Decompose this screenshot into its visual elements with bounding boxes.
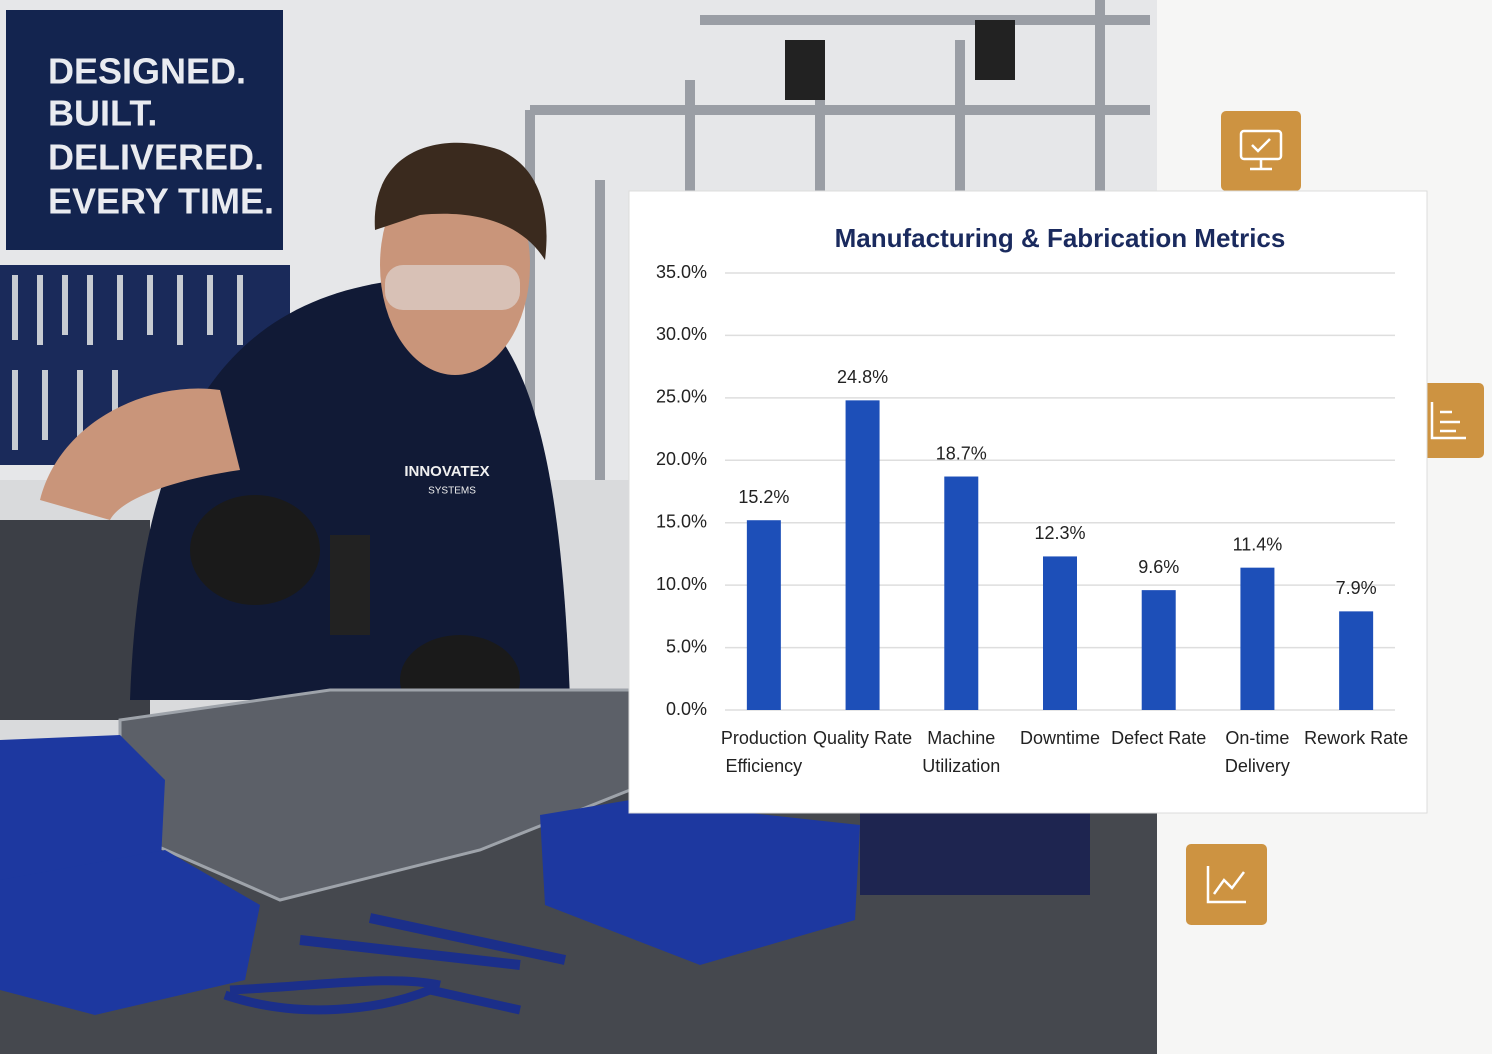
chassis <box>860 810 1090 895</box>
bar <box>1141 590 1176 710</box>
y-tick-label: 10.0% <box>656 574 707 594</box>
worker-arm <box>40 388 240 520</box>
monitor-icon <box>1239 129 1283 171</box>
x-tick-label: Quality Rate <box>813 728 913 748</box>
sign-line: EVERY TIME. <box>48 181 274 222</box>
glasses <box>385 265 520 310</box>
bar <box>1339 611 1374 710</box>
y-tick-label: 5.0% <box>666 636 707 656</box>
clamp <box>785 40 825 100</box>
value-label: 7.9% <box>1336 578 1377 598</box>
y-tick-label: 25.0% <box>656 387 707 407</box>
y-tick-label: 15.0% <box>656 511 707 531</box>
value-label: 18.7% <box>936 443 987 463</box>
chart-title: Manufacturing & Fabrication Metrics <box>835 223 1286 253</box>
x-tick-label: Defect Rate <box>1111 728 1207 748</box>
x-tick-label: Machine Utilization <box>922 728 1001 776</box>
screwdriver <box>299 913 567 970</box>
bar <box>845 400 880 710</box>
cabinet <box>0 520 150 720</box>
bar <box>1043 556 1077 710</box>
x-tick-label: On-time Delivery <box>1224 728 1290 776</box>
pliers <box>223 976 521 1015</box>
glove <box>190 495 320 605</box>
sign-line: BUILT. <box>48 93 157 134</box>
icon-tile <box>1186 844 1267 925</box>
bar <box>944 476 979 710</box>
value-label: 15.2% <box>738 487 789 507</box>
bin <box>0 850 260 1015</box>
sign-line: DELIVERED. <box>48 137 264 178</box>
bar <box>1240 567 1275 710</box>
shirt-logo: SYSTEMS <box>428 486 476 497</box>
icon-tile <box>1221 111 1301 191</box>
worker-hair <box>374 142 547 260</box>
trend-icon <box>1206 866 1246 904</box>
y-tick-label: 35.0% <box>656 262 707 282</box>
tools <box>12 275 243 450</box>
chart-icon <box>1430 402 1466 440</box>
y-tick-label: 20.0% <box>656 449 707 469</box>
bin <box>540 800 860 965</box>
drill <box>330 535 370 635</box>
sign-line: DESIGNED. <box>48 51 246 92</box>
x-tick-label: Production Efficiency <box>720 728 807 776</box>
y-tick-label: 30.0% <box>656 324 707 344</box>
bar <box>746 520 781 710</box>
x-tick-label: Downtime <box>1019 728 1101 748</box>
x-tick-label: Rework Rate <box>1304 728 1409 748</box>
value-label: 24.8% <box>837 367 888 387</box>
shirt-logo: INNOVATEX <box>404 463 489 480</box>
value-label: 12.3% <box>1034 523 1085 543</box>
y-tick-label: 0.0% <box>666 699 707 719</box>
value-label: 9.6% <box>1138 557 1179 577</box>
clamp <box>975 20 1015 80</box>
sign <box>6 10 283 250</box>
value-label: 11.4% <box>1233 534 1283 554</box>
